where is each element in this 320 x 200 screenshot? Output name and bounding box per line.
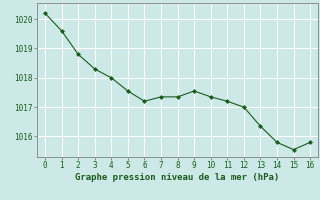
X-axis label: Graphe pression niveau de la mer (hPa): Graphe pression niveau de la mer (hPa) bbox=[76, 173, 280, 182]
